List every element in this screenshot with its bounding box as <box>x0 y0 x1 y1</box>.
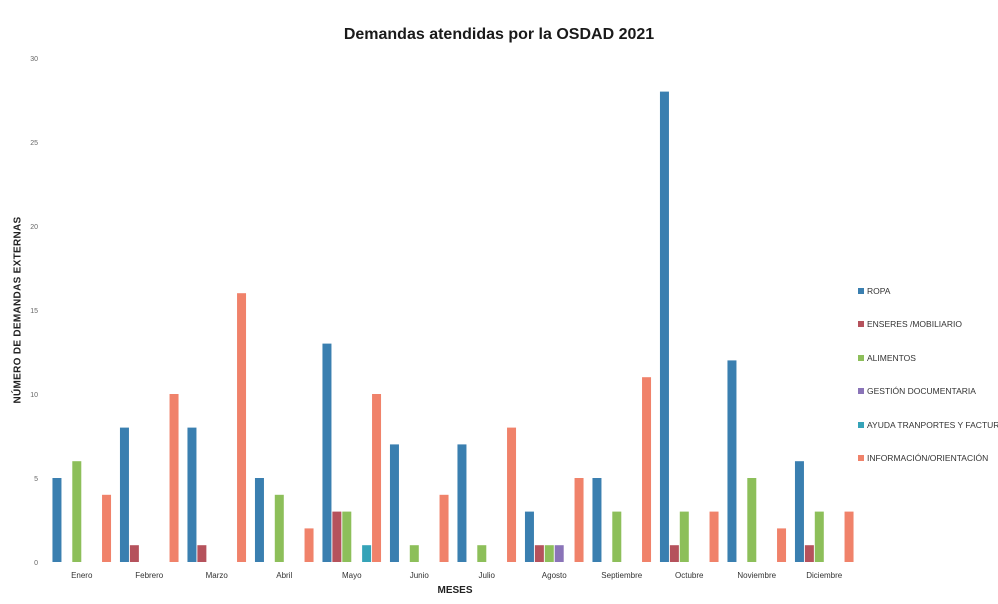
chart-title: Demandas atendidas por la OSDAD 2021 <box>343 26 655 43</box>
legend-swatch <box>858 287 864 294</box>
x-tick-label: Marzo <box>206 571 229 580</box>
legend-item: ALIMENTOS <box>858 341 998 375</box>
y-tick-label: 30 <box>30 56 38 63</box>
bar-informaci-n-orientaci-n <box>102 494 112 562</box>
x-tick-label: Enero <box>71 571 93 580</box>
legend-label: ALIMENTOS <box>867 352 916 363</box>
legend-item: INFORMACIÓN/ORIENTACIÓN <box>858 442 998 476</box>
bar-gesti-n-documentaria <box>554 545 564 562</box>
y-tick-label: 0 <box>34 560 38 567</box>
y-tick-label: 25 <box>30 140 38 147</box>
bar-enseres-mobiliario <box>804 545 814 562</box>
legend-label: INFORMACIÓN/ORIENTACIÓN <box>867 453 989 464</box>
bar-informaci-n-orientaci-n <box>709 511 719 562</box>
bar-informaci-n-orientaci-n <box>507 427 517 562</box>
bar-ropa <box>52 478 62 562</box>
x-tick-label: Abril <box>276 571 292 580</box>
bar-enseres-mobiliario <box>534 545 544 562</box>
bar-ropa <box>727 360 737 562</box>
y-tick-label: 5 <box>34 476 38 483</box>
x-tick-label: Septiembre <box>601 571 642 580</box>
bar-informaci-n-orientaci-n <box>642 377 652 562</box>
bar-informaci-n-orientaci-n <box>574 478 584 562</box>
bar-enseres-mobiliario <box>669 545 679 562</box>
legend-label: ROPA <box>867 285 891 296</box>
bar-ropa <box>187 427 197 562</box>
bar-ropa <box>659 91 669 562</box>
y-tick-label: 10 <box>30 392 38 399</box>
bar-ropa <box>592 478 602 562</box>
y-tick-label: 20 <box>30 224 38 231</box>
bar-informaci-n-orientaci-n <box>237 293 247 562</box>
bar-informaci-n-orientaci-n <box>169 394 179 562</box>
legend-swatch <box>858 321 864 328</box>
bar-alimentos <box>72 461 82 562</box>
x-tick-label: Julio <box>479 571 496 580</box>
bar-informaci-n-orientaci-n <box>304 528 314 562</box>
bar-informaci-n-orientaci-n <box>777 528 787 562</box>
bar-ayuda-tranportes-y-facturas <box>362 545 372 562</box>
bar-ropa <box>254 478 264 562</box>
legend-swatch <box>858 354 864 361</box>
bar-alimentos <box>814 511 824 562</box>
x-tick-label: Diciembre <box>806 571 843 580</box>
legend-item: ENSERES /MOBILIARIO <box>858 308 998 342</box>
bar-ropa <box>794 461 804 562</box>
legend-item: AYUDA TRANPORTES Y FACTURAS <box>858 408 998 442</box>
bar-alimentos <box>342 511 352 562</box>
bar-alimentos <box>544 545 554 562</box>
bar-alimentos <box>747 478 757 562</box>
bar-enseres-mobiliario <box>332 511 342 562</box>
x-tick-label: Junio <box>410 571 430 580</box>
x-tick-label: Mayo <box>342 571 362 580</box>
bar-ropa <box>119 427 129 562</box>
bar-alimentos <box>409 545 419 562</box>
bar-informaci-n-orientaci-n <box>372 394 382 562</box>
bar-ropa <box>457 444 467 562</box>
bar-informaci-n-orientaci-n <box>844 511 854 562</box>
legend-swatch <box>858 455 864 462</box>
bar-alimentos <box>477 545 487 562</box>
legend-item: ROPA <box>858 274 998 308</box>
legend-swatch <box>858 388 864 395</box>
bar-alimentos <box>612 511 622 562</box>
bar-alimentos <box>679 511 689 562</box>
bar-ropa <box>524 511 534 562</box>
legend-label: GESTIÓN DOCUMENTARIA <box>867 386 976 397</box>
legend-label: ENSERES /MOBILIARIO <box>867 319 962 330</box>
x-tick-label: Febrero <box>135 571 164 580</box>
y-tick-label: 15 <box>30 308 38 315</box>
bar-enseres-mobiliario <box>129 545 139 562</box>
bar-enseres-mobiliario <box>197 545 207 562</box>
x-axis-title: MESES <box>437 585 473 596</box>
legend-swatch <box>858 421 864 428</box>
x-tick-label: Agosto <box>542 571 567 580</box>
bar-ropa <box>389 444 399 562</box>
x-tick-label: Octubre <box>675 571 704 580</box>
legend-label: AYUDA TRANPORTES Y FACTURAS <box>867 419 998 430</box>
legend: ROPA ENSERES /MOBILIARIO ALIMENTOS GESTIÓN … <box>858 274 998 475</box>
x-tick-label: Noviembre <box>737 571 776 580</box>
bar-alimentos <box>274 494 284 562</box>
bar-ropa <box>322 343 332 562</box>
legend-item: GESTIÓN DOCUMENTARIA <box>858 375 998 409</box>
bar-informaci-n-orientaci-n <box>439 494 449 562</box>
